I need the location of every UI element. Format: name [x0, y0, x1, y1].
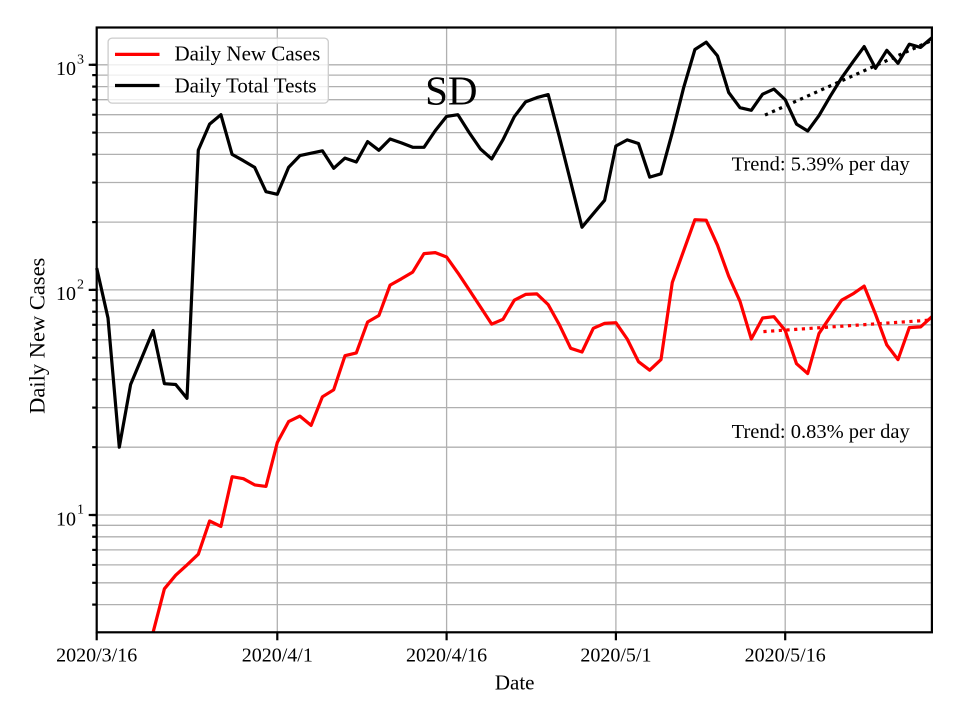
svg-text:1: 1 — [77, 503, 84, 518]
svg-text:Trend: 0.83% per day: Trend: 0.83% per day — [732, 421, 911, 443]
svg-text:2020/4/16: 2020/4/16 — [406, 645, 487, 667]
svg-text:2020/4/1: 2020/4/1 — [242, 645, 313, 667]
svg-text:Date: Date — [495, 671, 535, 695]
svg-text:Trend: 5.39% per day: Trend: 5.39% per day — [732, 154, 911, 176]
svg-text:2020/3/16: 2020/3/16 — [56, 645, 137, 667]
svg-text:SD: SD — [425, 67, 477, 113]
svg-text:10: 10 — [56, 58, 76, 80]
svg-text:2: 2 — [77, 277, 84, 292]
svg-text:2020/5/1: 2020/5/1 — [580, 645, 651, 667]
svg-text:2020/5/16: 2020/5/16 — [745, 645, 826, 667]
svg-text:Daily New Cases: Daily New Cases — [175, 41, 321, 65]
svg-text:10: 10 — [56, 508, 76, 530]
svg-text:3: 3 — [77, 52, 84, 67]
svg-text:Daily Total Tests: Daily Total Tests — [175, 74, 317, 98]
svg-text:10: 10 — [56, 283, 76, 305]
svg-text:Daily New Cases: Daily New Cases — [25, 258, 50, 414]
